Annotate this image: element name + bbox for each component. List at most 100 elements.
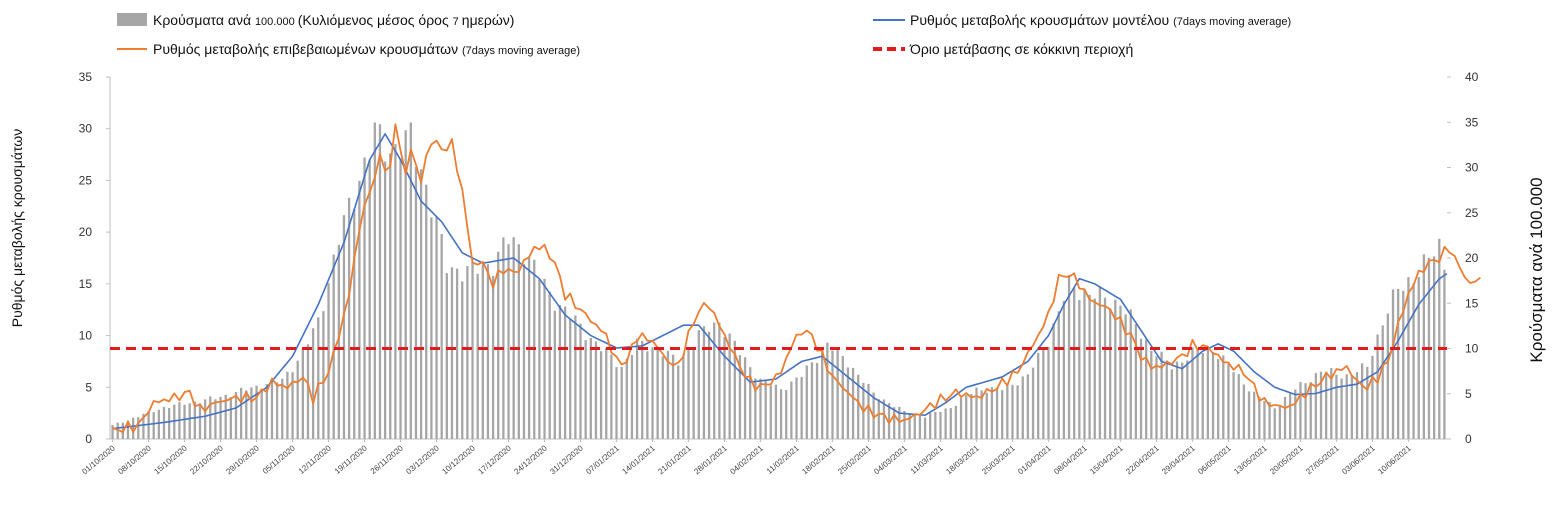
bar-cases xyxy=(661,356,664,439)
bar-cases xyxy=(635,338,639,439)
y-left-tick-label: 30 xyxy=(79,122,93,136)
bar-cases xyxy=(965,394,968,439)
bar-cases xyxy=(1258,396,1261,439)
bar-cases xyxy=(466,266,469,439)
y-right-tick-label: 10 xyxy=(1465,342,1479,356)
bar-cases xyxy=(1232,372,1235,439)
x-tick-label: 27/05/2021 xyxy=(1304,443,1341,476)
bar-cases xyxy=(579,323,582,439)
bar-cases xyxy=(1093,298,1096,439)
bar-cases xyxy=(805,365,808,439)
bar-cases xyxy=(1381,325,1384,439)
bar-cases xyxy=(671,354,675,439)
bar-cases xyxy=(126,420,130,439)
bar-cases xyxy=(1016,385,1019,439)
bar-cases xyxy=(939,411,942,439)
bar-cases xyxy=(507,244,510,439)
bar-cases xyxy=(322,311,325,439)
bar-cases xyxy=(157,409,160,439)
bar-series-cases xyxy=(111,122,1446,440)
x-tick-label: 08/10/2020 xyxy=(116,443,153,476)
bar-cases xyxy=(1134,324,1138,439)
x-tick-label: 10/12/2020 xyxy=(440,443,477,476)
bar-cases xyxy=(219,396,222,439)
x-tick-label: 24/12/2020 xyxy=(512,443,549,476)
bar-cases xyxy=(743,357,747,439)
bar-cases xyxy=(383,161,387,439)
bar-cases xyxy=(625,358,628,439)
bar-cases xyxy=(502,237,505,439)
bar-cases xyxy=(815,362,819,439)
bar-cases xyxy=(970,394,973,439)
x-tick-label: 20/05/2021 xyxy=(1268,443,1305,476)
x-tick-label: 14/01/2021 xyxy=(620,443,657,476)
bar-cases xyxy=(908,414,911,439)
bar-cases xyxy=(481,264,484,439)
bar-cases xyxy=(1145,339,1148,439)
bar-cases xyxy=(1073,287,1076,439)
bar-cases xyxy=(373,122,376,440)
y-right-tick-label: 5 xyxy=(1465,387,1472,401)
bar-cases xyxy=(1407,277,1410,439)
bar-cases xyxy=(790,381,793,439)
bar-cases xyxy=(1186,360,1189,439)
bar-cases xyxy=(1314,373,1318,439)
bar-cases xyxy=(471,261,474,439)
bar-cases xyxy=(435,217,438,439)
bar-cases xyxy=(342,215,346,439)
y-axis-left-title: Ρυθμός μεταβολής κρουσμάτων xyxy=(9,129,25,327)
bar-cases xyxy=(1330,368,1333,439)
bar-cases xyxy=(795,377,798,439)
bar-cases xyxy=(1078,300,1081,439)
bar-cases xyxy=(142,413,145,439)
bar-cases xyxy=(1109,308,1112,439)
bar-cases xyxy=(728,333,731,439)
bar-cases xyxy=(738,355,742,439)
x-tick-label: 19/11/2020 xyxy=(333,443,369,476)
bar-cases xyxy=(605,348,608,439)
bar-cases xyxy=(486,264,490,439)
bar-cases xyxy=(1412,283,1415,439)
bar-cases xyxy=(1325,372,1328,439)
bar-cases xyxy=(491,275,495,439)
bar-cases xyxy=(1129,309,1132,439)
bar-cases xyxy=(245,390,248,439)
bar-cases xyxy=(265,384,268,439)
bar-cases xyxy=(1052,323,1055,439)
bar-cases xyxy=(234,392,238,439)
bar-cases xyxy=(152,412,155,439)
bar-cases xyxy=(1299,382,1302,439)
x-tick-label: 03/06/2021 xyxy=(1340,443,1377,476)
bar-cases xyxy=(522,264,526,439)
bar-cases xyxy=(630,355,634,439)
bar-cases xyxy=(193,401,196,439)
bar-cases xyxy=(975,387,978,439)
bar-cases xyxy=(1006,384,1009,439)
bar-cases xyxy=(779,389,783,439)
bar-cases xyxy=(959,398,963,439)
bar-cases xyxy=(702,326,706,439)
bar-cases xyxy=(1057,311,1060,439)
bar-cases xyxy=(1304,383,1307,439)
bar-cases xyxy=(589,337,592,439)
bar-cases xyxy=(1001,390,1004,439)
bar-cases xyxy=(836,347,839,439)
bar-cases xyxy=(1237,374,1240,439)
bar-cases xyxy=(898,406,901,439)
bar-cases xyxy=(882,399,886,439)
bar-cases xyxy=(425,184,428,439)
bar-cases xyxy=(553,310,556,439)
bar-cases xyxy=(1191,347,1194,439)
bar-cases xyxy=(1098,286,1102,439)
bar-cases xyxy=(893,407,896,439)
bar-cases xyxy=(538,279,541,439)
x-tick-label: 01/10/2020 xyxy=(80,443,117,476)
bar-cases xyxy=(255,385,258,439)
x-tick-label: 15/10/2020 xyxy=(152,443,189,476)
bar-cases xyxy=(599,351,603,439)
bar-cases xyxy=(291,372,294,439)
bar-cases xyxy=(131,417,135,439)
bar-cases xyxy=(949,408,952,439)
bar-cases xyxy=(1371,355,1374,439)
bar-cases xyxy=(1345,374,1348,439)
